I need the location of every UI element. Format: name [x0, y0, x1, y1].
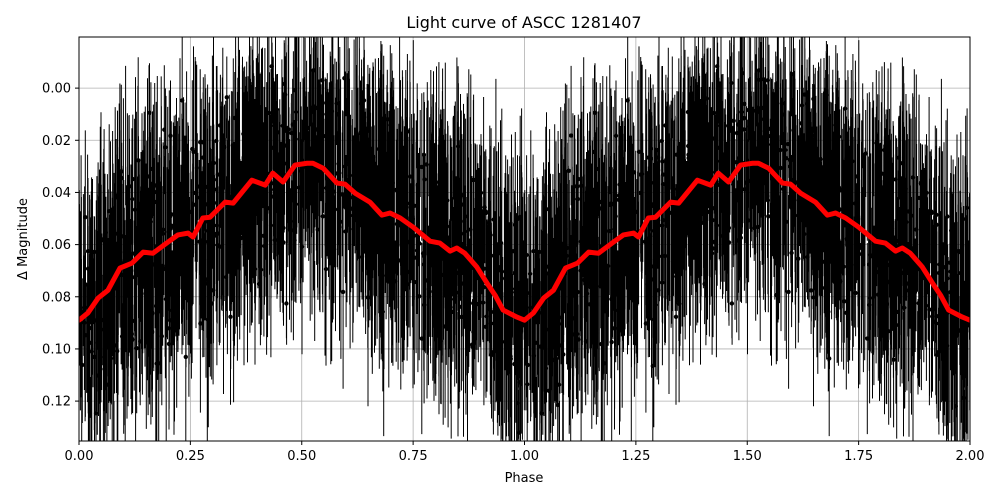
x-tick-label: 1.50 — [733, 449, 762, 464]
x-tick-label: 0.75 — [399, 449, 428, 464]
y-axis-ticks: 0.00 0.02 0.04 0.06 0.08 0.10 0.12 — [42, 82, 71, 410]
x-axis-ticks: 0.00 0.25 0.50 0.75 1.00 1.25 1.50 1.75 2.00 — [65, 87, 985, 464]
x-tick-label: 0.00 — [65, 449, 94, 464]
x-tick-label: 0.50 — [287, 449, 316, 464]
x-tick-label: 1.75 — [844, 449, 873, 464]
binned-mean-curve — [79, 160, 970, 323]
x-tick-label: 2.00 — [956, 449, 985, 464]
x-tick-label: 1.00 — [510, 449, 539, 464]
y-tick-label: 0.10 — [42, 342, 71, 357]
x-axis-label: Phase — [505, 471, 544, 486]
x-tick-label: 0.25 — [176, 449, 205, 464]
y-axis-label: Δ Magnitude — [16, 198, 31, 280]
y-tick-label: 0.06 — [42, 238, 71, 253]
chart-title: Light curve of ASCC 1281407 — [406, 13, 641, 32]
y-tick-label: 0.04 — [42, 186, 71, 201]
x-tick-label: 1.25 — [621, 449, 650, 464]
y-tick-label: 0.08 — [42, 290, 71, 305]
y-tick-label: 0.00 — [42, 82, 71, 97]
y-tick-label: 0.12 — [42, 395, 71, 410]
y-tick-label: 0.02 — [42, 134, 71, 149]
